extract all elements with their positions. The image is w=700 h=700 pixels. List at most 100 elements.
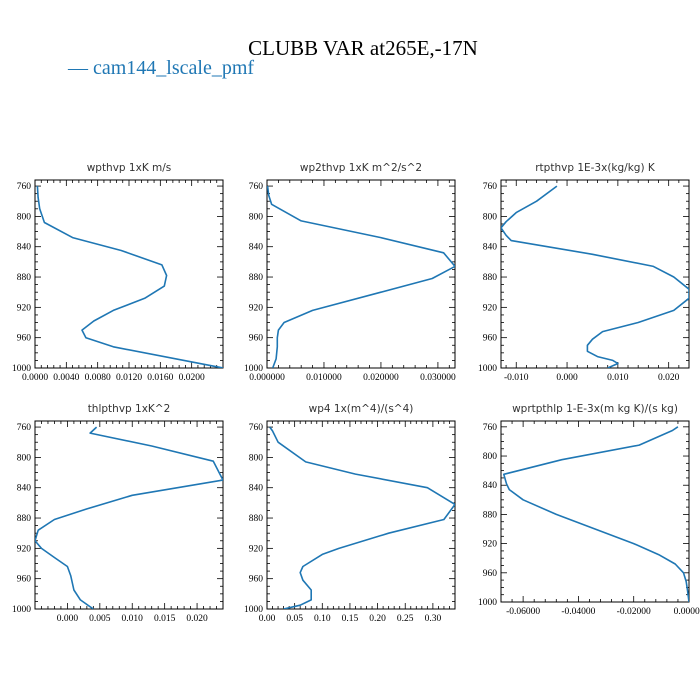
plot-frame [34, 179, 224, 369]
x-tick-label: 0.0120 [116, 373, 142, 383]
y-tick-label: 920 [483, 540, 498, 550]
y-tick-label: 1000 [12, 364, 31, 374]
x-tick-label: 0.00 [259, 614, 276, 624]
series-line [267, 186, 455, 368]
y-tick-label: 840 [17, 484, 32, 494]
panel-5: wp4 1x(m^4)/(s^4)76080084088092096010000… [244, 403, 456, 624]
x-tick-label: 0.030000 [420, 373, 456, 383]
x-tick-label: 0.0160 [147, 373, 173, 383]
plot-frame [500, 179, 690, 369]
x-tick-label: 0.25 [397, 614, 414, 624]
panel-title: rtpthvp 1E-3x(kg/kg) K [535, 162, 656, 174]
y-tick-label: 1000 [244, 364, 263, 374]
panel-4: thlpthvp 1xK^2 760 800 840 880 920 960 1000 0.00… [12, 403, 224, 624]
x-tick-label: 0.010 [122, 614, 144, 624]
x-tick-label: 0.10 [314, 614, 331, 624]
x-tick-label: 0.00000 [674, 607, 700, 617]
x-tick-label: 0.000 [57, 614, 79, 624]
x-tick-label: 0.020 [186, 614, 208, 624]
y-tick-label: 960 [17, 575, 32, 585]
series-line [502, 426, 689, 602]
y-tick-label: 880 [249, 514, 264, 524]
y-tick-label: 880 [483, 273, 498, 283]
x-tick-label: 0.010 [607, 373, 629, 383]
y-tick-label: 960 [249, 575, 264, 585]
x-tick-label: -0.04000 [561, 607, 595, 617]
y-tick-label: 1000 [12, 605, 31, 615]
x-tick-label: 0.0200 [179, 373, 205, 383]
y-tick-label: 800 [249, 453, 264, 463]
y-tick-label: 1000 [478, 364, 497, 374]
y-tick-label: 760 [17, 182, 32, 192]
y-tick-label: 920 [483, 303, 498, 313]
panel-title: wpthvp 1xK m/s [87, 162, 172, 174]
y-tick-label: 960 [249, 334, 264, 344]
y-tick-label: 760 [483, 182, 498, 192]
x-tick-label: 0.015 [154, 614, 176, 624]
y-tick-label: 840 [483, 243, 498, 253]
y-tick-label: 760 [17, 423, 32, 433]
panel-title: wprtpthlp 1-E-3x(m kg K)/(s kg) [512, 403, 678, 415]
y-tick-label: 880 [483, 510, 498, 520]
y-tick-label: 800 [483, 212, 498, 222]
x-tick-label: 0.30 [425, 614, 442, 624]
y-tick-label: 920 [249, 544, 264, 554]
y-tick-label: 840 [249, 243, 264, 253]
panel-title: wp4 1x(m^4)/(s^4) [309, 403, 414, 415]
x-tick-label: 0.000000 [249, 373, 285, 383]
x-tick-label: 0.005 [89, 614, 111, 624]
y-tick-label: 960 [17, 334, 32, 344]
y-tick-label: 880 [249, 273, 264, 283]
y-tick-label: 880 [17, 273, 32, 283]
plot-frame [500, 420, 690, 603]
figure-title: CLUBB VAR at265E,-17N [248, 36, 478, 60]
panel-title: thlpthvp 1xK^2 [88, 403, 171, 415]
y-tick-label: 1000 [244, 605, 263, 615]
x-tick-label: 0.20 [369, 614, 386, 624]
plot-frame [34, 420, 224, 610]
x-tick-label: 0.15 [342, 614, 359, 624]
x-tick-label: 0.0040 [53, 373, 79, 383]
y-tick-label: 880 [17, 514, 32, 524]
series-line [35, 426, 223, 609]
y-tick-label: 760 [483, 423, 498, 433]
series-line [36, 186, 223, 368]
plot-frame [266, 179, 456, 369]
y-tick-label: 840 [249, 484, 264, 494]
x-tick-label: -0.02000 [617, 607, 651, 617]
x-tick-label: 0.020000 [363, 373, 399, 383]
x-tick-label: -0.010 [504, 373, 529, 383]
y-tick-label: 760 [249, 423, 264, 433]
y-tick-label: 800 [249, 212, 264, 222]
y-tick-label: 960 [483, 569, 498, 579]
x-tick-label: 0.05 [286, 614, 303, 624]
panel-1: wpthvp 1xK m/s76080084088092096010000.00… [12, 162, 224, 383]
y-tick-label: 920 [249, 303, 264, 313]
y-tick-label: 920 [17, 303, 32, 313]
panel-2: wp2thvp 1xK m^2/s^2 760 800 840 880 920 960 100… [244, 162, 456, 383]
y-tick-label: 1000 [478, 598, 497, 608]
x-tick-label: 0.010000 [306, 373, 342, 383]
x-tick-label: 0.000 [556, 373, 578, 383]
panel-3: rtpthvp 1E-3x(kg/kg) K 760 800 840 880 920 960… [478, 162, 690, 383]
series-line [501, 185, 689, 368]
y-tick-label: 800 [483, 452, 498, 462]
x-tick-label: 0.0080 [85, 373, 111, 383]
x-tick-label: -0.06000 [506, 607, 540, 617]
x-tick-label: 0.0000 [22, 373, 48, 383]
series-line [269, 426, 455, 609]
legend-entry: — cam144_lscale_pmf [67, 57, 254, 79]
plot-frame [266, 420, 456, 610]
panel-6: wprtpthlp 1-E-3x(m kg K)/(s kg) 760 800 840… [478, 403, 700, 617]
y-tick-label: 920 [17, 544, 32, 554]
y-tick-label: 840 [17, 243, 32, 253]
x-tick-label: 0.020 [658, 373, 680, 383]
y-tick-label: 800 [17, 453, 32, 463]
panel-title: wp2thvp 1xK m^2/s^2 [300, 162, 422, 174]
y-tick-label: 840 [483, 481, 498, 491]
panels-group: wpthvp 1xK m/s76080084088092096010000.00… [12, 162, 700, 624]
y-tick-label: 800 [17, 212, 32, 222]
y-tick-label: 760 [249, 182, 264, 192]
y-tick-label: 960 [483, 334, 498, 344]
